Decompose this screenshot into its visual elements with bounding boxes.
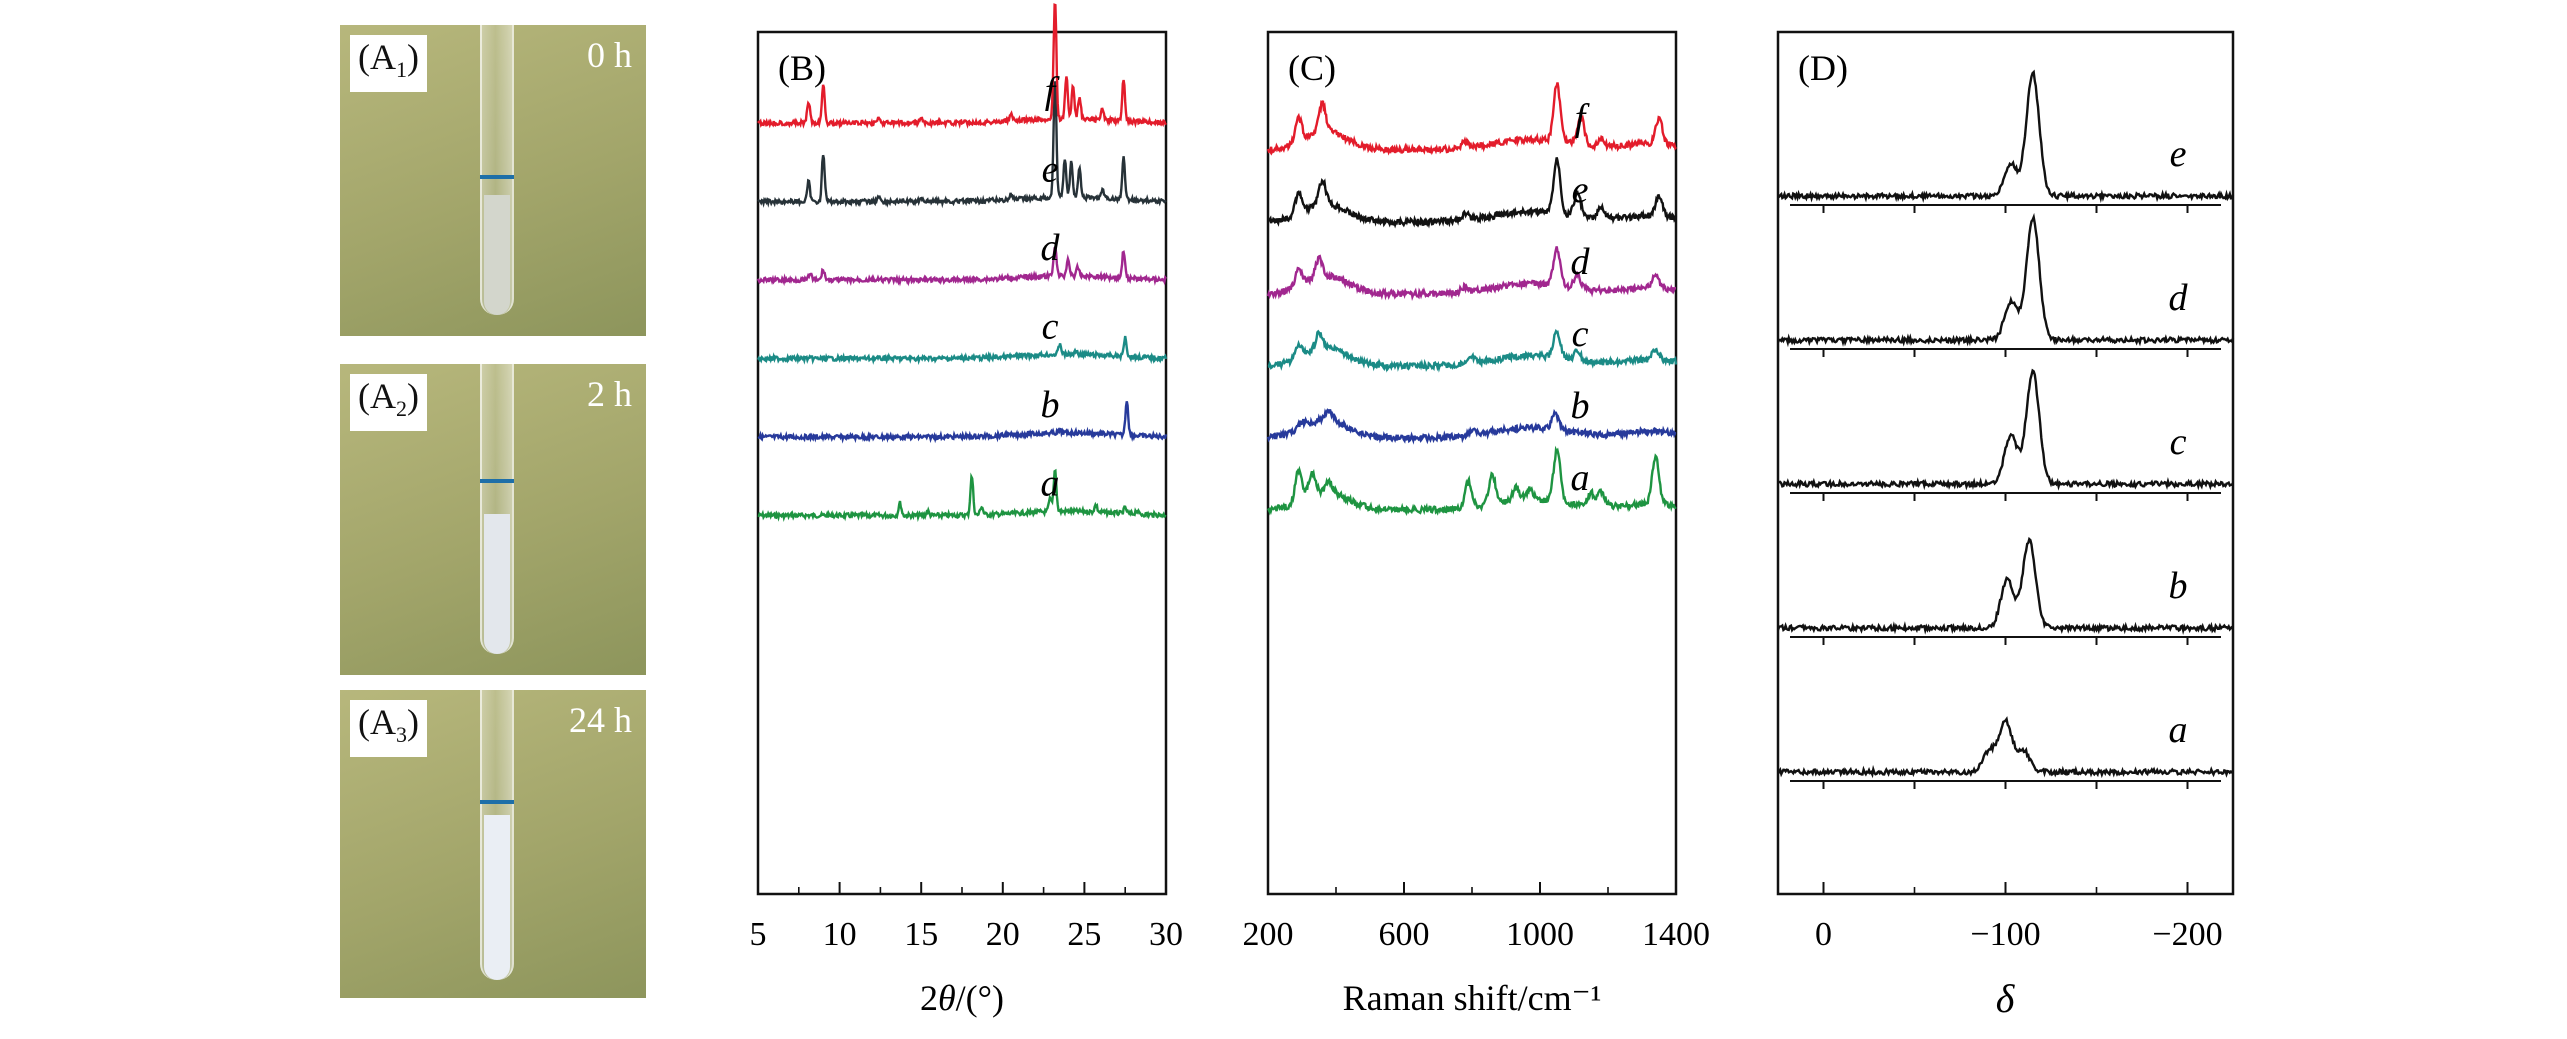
photo-label: (A1) <box>350 35 427 93</box>
x-ticks-c: 200 600 1000 1400 <box>1243 882 1710 953</box>
level-mark <box>480 800 514 804</box>
series-e-trace <box>757 81 1167 209</box>
series-d-trace <box>1266 246 1677 302</box>
series-a-trace <box>757 468 1167 523</box>
series-label-a: a <box>1041 463 1060 505</box>
series-label-f: f <box>1575 97 1590 139</box>
photo-label: (A2) <box>350 374 427 432</box>
series-label-c: c <box>2170 421 2187 463</box>
photo-label: (A3) <box>350 700 427 758</box>
photo-a1: (A1) 0 h <box>340 25 646 336</box>
series-label-b: b <box>1041 384 1060 426</box>
series-label-b: b <box>1571 385 1590 427</box>
x-tick-label: 600 <box>1379 916 1430 953</box>
test-tube <box>480 364 514 654</box>
traces-d: a b c d e <box>1776 69 2235 789</box>
series-label-e: e <box>1042 149 1059 191</box>
panel-d: (D) a b c d e 0 −100 −200 δ <box>1776 30 2235 1021</box>
frame-b <box>756 30 1168 896</box>
series-c-trace <box>1267 328 1678 373</box>
x-tick-label: 15 <box>904 916 938 953</box>
series-b-trace <box>1776 536 2235 636</box>
x-ticks-b: 5 10 15 20 25 30 <box>750 882 1183 953</box>
panel-label-c: (C) <box>1288 48 1336 88</box>
series-f-trace <box>757 3 1167 130</box>
level-mark <box>480 479 514 483</box>
x-tick-label: 25 <box>1067 916 1101 953</box>
series-a-trace <box>1776 716 2235 779</box>
x-tick-label: 200 <box>1243 916 1294 953</box>
series-d-trace <box>756 244 1167 287</box>
x-axis-label-d: δ <box>1996 976 2016 1021</box>
panel-label-d: (D) <box>1798 48 1848 88</box>
x-tick-label: 1000 <box>1506 916 1574 953</box>
series-label-c: c <box>1572 313 1589 355</box>
series-label-d: d <box>1571 241 1591 283</box>
series-c-trace <box>756 335 1168 366</box>
series-f-trace <box>1266 82 1677 156</box>
sample-gel <box>484 815 510 980</box>
x-tick-label: 30 <box>1149 916 1183 953</box>
sample-gel <box>484 514 510 654</box>
series-label-a: a <box>2169 709 2188 751</box>
series-label-b: b <box>2169 565 2188 607</box>
series-label-a: a <box>1571 457 1590 499</box>
series-d-trace <box>1776 212 2235 348</box>
series-e-trace <box>1777 69 2235 204</box>
x-ticks-d: 0 −100 −200 <box>1815 882 2223 953</box>
photo-time: 2 h <box>587 374 632 414</box>
level-mark <box>480 175 514 179</box>
series-c-trace <box>1777 368 2234 491</box>
x-tick-label: −100 <box>1970 916 2040 953</box>
x-tick-label: −200 <box>2152 916 2222 953</box>
photo-time: 24 h <box>569 700 632 740</box>
x-tick-label: 1400 <box>1642 916 1710 953</box>
series-label-d: d <box>2169 277 2189 319</box>
series-a-trace <box>1266 445 1677 517</box>
frame-c <box>1266 30 1678 896</box>
series-b-trace <box>757 401 1168 444</box>
test-tube <box>480 690 514 980</box>
series-b-trace <box>1266 408 1677 445</box>
sample-gel <box>484 195 510 315</box>
x-tick-label: 5 <box>750 916 767 953</box>
x-tick-label: 10 <box>823 916 857 953</box>
photo-a2: (A2) 2 h <box>340 364 646 675</box>
series-label-d: d <box>1041 227 1061 269</box>
frame-d <box>1776 30 2235 896</box>
x-axis-label-b: 2θ/(°) <box>920 978 1004 1018</box>
panel-label-b: (B) <box>778 48 826 88</box>
series-label-e: e <box>2170 133 2187 175</box>
x-axis-label-c: Raman shift/cm⁻¹ <box>1343 978 1602 1018</box>
x-tick-label: 20 <box>986 916 1020 953</box>
x-tick-label: 0 <box>1815 916 1832 953</box>
series-label-e: e <box>1572 169 1589 211</box>
series-e-trace <box>1267 157 1678 229</box>
test-tube <box>480 25 514 315</box>
photo-a3: (A3) 24 h <box>340 690 646 998</box>
photo-time: 0 h <box>587 35 632 75</box>
series-label-c: c <box>1042 306 1059 348</box>
